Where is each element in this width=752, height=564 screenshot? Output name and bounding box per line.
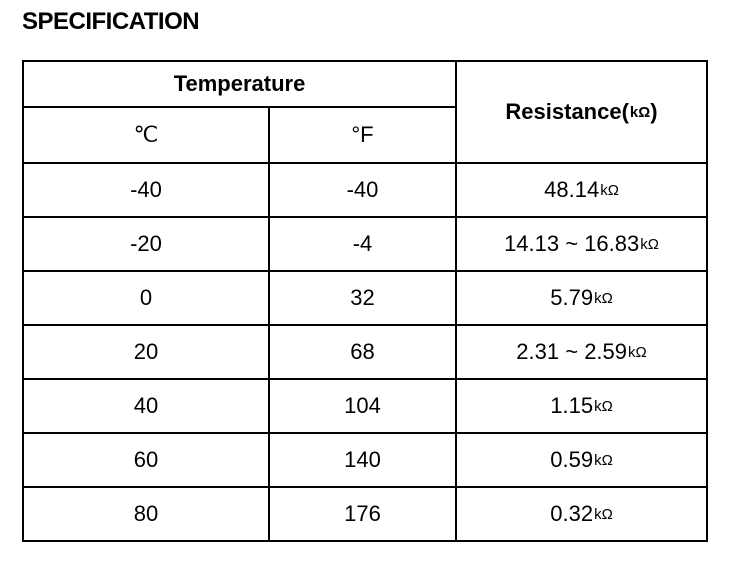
header-celsius: ℃ — [22, 106, 270, 164]
resistance-unit: kΩ — [594, 452, 613, 469]
resistance-unit: kΩ — [594, 290, 613, 307]
resistance-cell: 2.31 ~ 2.59kΩ — [455, 324, 709, 380]
header-fahrenheit: °F — [267, 106, 458, 164]
resistance-cell: 1.15kΩ — [455, 378, 709, 434]
resistance-unit: kΩ — [600, 182, 619, 199]
celsius-cell: 60 — [22, 432, 270, 488]
celsius-cell: -20 — [22, 216, 270, 272]
fahrenheit-cell: 68 — [267, 324, 458, 380]
spec-table: Temperature Resistance(kΩ) ℃ °F -40 -40 48… — [21, 60, 709, 542]
resistance-value: 0.32 — [550, 501, 594, 526]
table-row: -20 -4 14.13 ~ 16.83kΩ — [22, 216, 709, 272]
fahrenheit-cell: 104 — [267, 378, 458, 434]
fahrenheit-cell: 176 — [267, 486, 458, 542]
header-text: Resistance( — [505, 99, 629, 124]
resistance-cell: 0.59kΩ — [455, 432, 709, 488]
resistance-cell: 48.14kΩ — [455, 162, 709, 218]
resistance-unit: kΩ — [594, 506, 613, 523]
title: SPECIFICATION — [22, 8, 200, 35]
celsius-cell: 0 — [22, 270, 270, 326]
celsius-cell: 40 — [22, 378, 270, 434]
header-temperature: Temperature — [21, 60, 458, 108]
resistance-unit: kΩ — [640, 236, 659, 253]
table-row: -40 -40 48.14kΩ — [22, 162, 709, 218]
table-row: 20 68 2.31 ~ 2.59kΩ — [22, 324, 709, 380]
resistance-value: 48.14 — [544, 177, 600, 202]
fahrenheit-cell: 32 — [267, 270, 458, 326]
fahrenheit-cell: -40 — [267, 162, 458, 218]
celsius-cell: 80 — [22, 486, 270, 542]
resistance-value: 1.15 — [550, 393, 594, 418]
header-text: ) — [650, 99, 658, 124]
resistance-cell: 14.13 ~ 16.83kΩ — [455, 216, 709, 272]
resistance-value: 14.13 ~ 16.83 — [504, 231, 640, 256]
celsius-cell: -40 — [22, 162, 270, 218]
fahrenheit-cell: -4 — [267, 216, 458, 272]
resistance-value: 0.59 — [550, 447, 594, 472]
celsius-cell: 20 — [22, 324, 270, 380]
resistance-unit: kΩ — [594, 398, 613, 415]
table-row: 0 32 5.79kΩ — [22, 270, 709, 326]
table-row: 80 176 0.32kΩ — [22, 486, 709, 542]
header-unit: kΩ — [629, 104, 651, 121]
resistance-value: 5.79 — [550, 285, 594, 310]
resistance-unit: kΩ — [628, 344, 647, 361]
table-body: -40 -40 48.14kΩ -20 -4 14.13 ~ 16.83kΩ 0 32 5.79… — [22, 162, 709, 542]
table-row: 60 140 0.59kΩ — [22, 432, 709, 488]
fahrenheit-cell: 140 — [267, 432, 458, 488]
resistance-cell: 0.32kΩ — [455, 486, 709, 542]
table-row: 40 104 1.15kΩ — [22, 378, 709, 434]
resistance-cell: 5.79kΩ — [455, 270, 709, 326]
resistance-value: 2.31 ~ 2.59 — [516, 339, 628, 364]
header-resistance: Resistance(kΩ) — [455, 60, 709, 164]
